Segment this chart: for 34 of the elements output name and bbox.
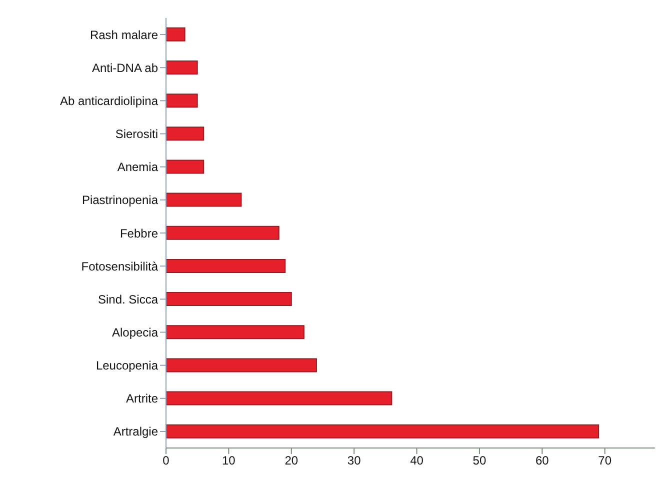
bar xyxy=(166,94,198,108)
y-tick-label: Alopecia xyxy=(112,325,158,340)
x-tick-label: 0 xyxy=(162,454,170,468)
y-tick-label: Leucopenia xyxy=(96,358,158,373)
bar xyxy=(166,160,204,174)
y-tick-label: Anemia xyxy=(117,160,158,174)
bar xyxy=(166,226,280,240)
x-tick-label: 70 xyxy=(598,454,612,468)
x-tick-label: 30 xyxy=(347,454,362,468)
x-tick-label: 60 xyxy=(535,454,550,468)
bar xyxy=(166,192,242,207)
x-tick-label: 40 xyxy=(410,454,424,468)
x-tick-label: 20 xyxy=(284,454,298,468)
bar xyxy=(166,126,204,141)
y-tick-label: Fotosensibilità xyxy=(81,259,158,274)
bar xyxy=(166,358,317,372)
y-tick-label: Artrite xyxy=(126,392,158,406)
y-tick-label: Rash malare xyxy=(90,28,158,42)
x-tick-label: 10 xyxy=(222,454,236,468)
bar xyxy=(166,391,392,406)
bar xyxy=(166,60,198,74)
bar xyxy=(166,325,304,340)
y-tick-label: Ab anticardiolipina xyxy=(60,94,158,108)
y-tick-label: Sierositi xyxy=(115,127,158,142)
bar xyxy=(166,292,292,306)
y-tick-label: Piastrinopenia xyxy=(82,193,158,208)
y-tick-label: Anti-DNA ab xyxy=(92,60,158,75)
y-tick-label: Febbre xyxy=(120,226,158,240)
y-tick-label: Artralgie xyxy=(113,424,158,439)
bar xyxy=(166,258,286,273)
bar xyxy=(166,424,600,438)
y-tick-label: Sind. Sicca xyxy=(98,292,158,306)
bar xyxy=(166,27,186,42)
x-tick-label: 50 xyxy=(472,454,486,468)
